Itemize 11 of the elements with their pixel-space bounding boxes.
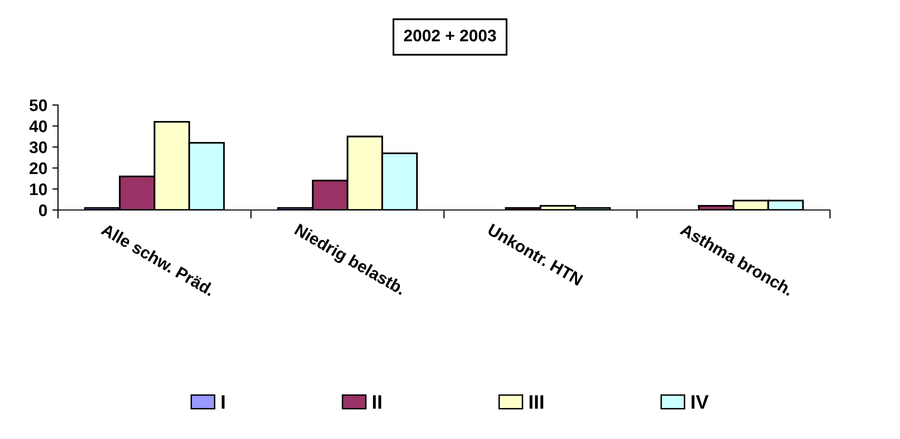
legend-label: I — [222, 395, 225, 409]
legend-label: III — [530, 395, 544, 409]
y-tick-label: 30 — [29, 141, 47, 154]
y-tick-label: 20 — [30, 162, 47, 174]
y-tick-label: 0 — [38, 204, 47, 216]
y-tick-label: 40 — [29, 120, 47, 132]
legend-label: IV — [692, 395, 709, 409]
y-tick-label: 50 — [30, 99, 47, 112]
legend-label: II — [372, 395, 382, 409]
y-tick-label: 10 — [30, 183, 47, 196]
chart-title: 2002 + 2003 — [404, 30, 496, 42]
